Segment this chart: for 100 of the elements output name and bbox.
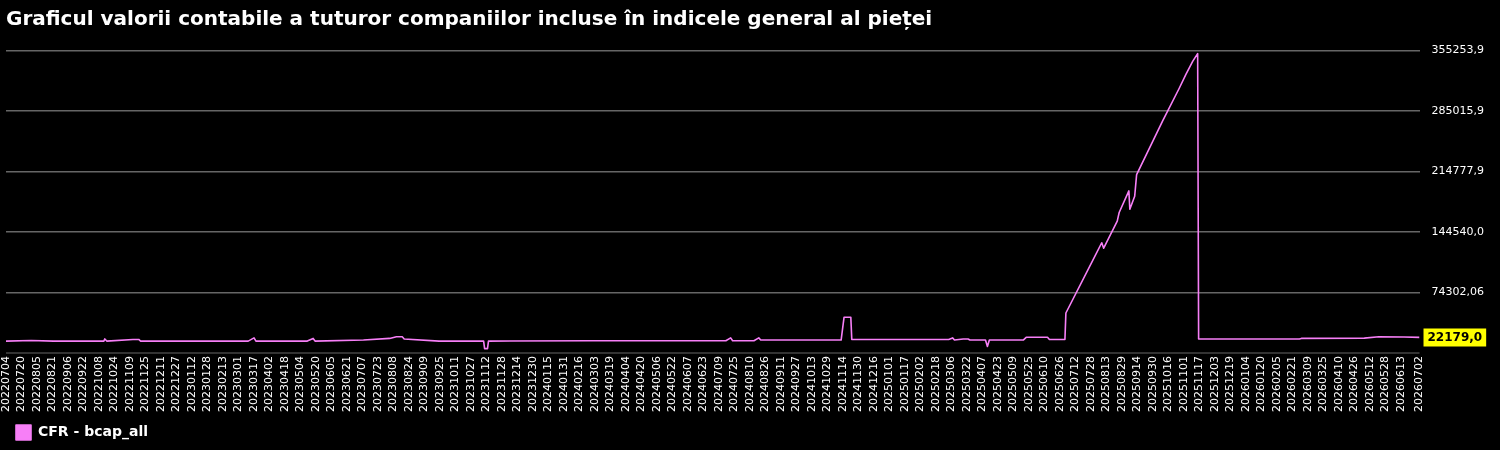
x-tick-label: 20230909 [417, 356, 431, 413]
x-tick-label: 20260426 [1347, 356, 1361, 413]
x-tick-label: 20260512 [1362, 356, 1376, 413]
x-tick-label: 20250930 [1145, 356, 1159, 413]
x-tick-label: 20250914 [1130, 356, 1144, 413]
x-tick-label: 20230301 [231, 356, 245, 413]
x-tick-label: 20250101 [882, 356, 896, 413]
x-tick-label: 20250610 [1037, 356, 1051, 413]
x-tick-label: 20240216 [572, 356, 586, 413]
x-tick-label: 20250306 [944, 356, 958, 413]
x-tick-label: 20260613 [1393, 356, 1407, 413]
x-tick-label: 20240506 [649, 356, 663, 413]
x-tick-label: 20260120 [1254, 356, 1268, 413]
x-tick-label: 20230418 [277, 356, 291, 413]
x-tick-label: 20241029 [820, 356, 834, 413]
x-tick-label: 20230112 [184, 356, 198, 413]
x-tick-label: 20250407 [975, 356, 989, 413]
x-tick-label: 20230128 [200, 356, 214, 413]
x-tick-label: 20230808 [386, 356, 400, 413]
x-tick-label: 20240420 [634, 356, 648, 413]
x-tick-label: 20220704 [0, 356, 12, 413]
x-tick-label: 20240131 [556, 356, 570, 413]
x-tick-label: 20250202 [913, 356, 927, 413]
x-tick-label: 20241216 [866, 356, 880, 413]
x-tick-label: 20220922 [76, 356, 90, 413]
x-tick-label: 20220821 [45, 356, 59, 413]
x-tick-label: 20230605 [324, 356, 338, 413]
x-tick-label: 20240623 [696, 356, 710, 413]
x-tick-label: 20260528 [1378, 356, 1392, 413]
x-tick-label: 20240404 [618, 356, 632, 413]
x-tick-label: 20240303 [587, 356, 601, 413]
x-tick-label: 20221008 [91, 356, 105, 413]
x-tick-label: 20260702 [1412, 356, 1426, 413]
chart-title: Graficul valorii contabile a tuturor companiilor incluse în indicele general al pieței [6, 6, 933, 31]
x-tick-label: 20240927 [789, 356, 803, 413]
x-tick-label: 20250728 [1083, 356, 1097, 413]
x-tick-label: 20260221 [1285, 356, 1299, 413]
x-tick-label: 20221125 [138, 356, 152, 413]
x-tick-label: 20231112 [479, 356, 493, 413]
x-tick-label: 20230213 [215, 356, 229, 413]
x-tick-label: 20251219 [1223, 356, 1237, 413]
x-tick-label: 20250829 [1114, 356, 1128, 413]
x-tick-label: 20231230 [525, 356, 539, 413]
y-tick-label: 144540,0 [1431, 224, 1485, 238]
x-tick-label: 20220805 [29, 356, 43, 413]
x-tick-label: 20241130 [851, 356, 865, 413]
x-tick-label: 20240319 [603, 356, 617, 413]
x-tick-label: 20241013 [804, 356, 818, 413]
x-tick-label: 20260104 [1238, 356, 1252, 413]
x-tick-label: 20230504 [293, 356, 307, 413]
x-tick-label: 20230824 [401, 356, 415, 413]
x-tick-label: 20251016 [1161, 356, 1175, 413]
x-tick-label: 20221227 [169, 356, 183, 413]
y-tick-label: 355253,9 [1431, 43, 1485, 57]
x-tick-label: 20240826 [758, 356, 772, 413]
x-tick-label: 20250626 [1052, 356, 1066, 413]
x-tick-label: 20251203 [1207, 356, 1221, 413]
x-tick-label: 20240810 [742, 356, 756, 413]
x-tick-label: 20231214 [510, 356, 524, 413]
x-tick-label: 20250423 [990, 356, 1004, 413]
x-tick-label: 20221024 [107, 356, 121, 413]
x-tick-label: 20221109 [122, 356, 136, 413]
x-tick-label: 20220720 [14, 356, 28, 413]
y-tick-label: 285015,9 [1431, 103, 1485, 117]
x-tick-label: 20230402 [262, 356, 276, 413]
y-tick-label: 214777,9 [1431, 164, 1485, 178]
x-tick-label: 20220906 [60, 356, 74, 413]
x-tick-label: 20230925 [432, 356, 446, 413]
x-tick-label: 20230707 [355, 356, 369, 413]
annotation: 22179,0 [1427, 329, 1483, 344]
x-tick-label: 20221211 [153, 356, 167, 413]
x-tick-label: 20230317 [246, 356, 260, 413]
x-tick-label: 20240522 [665, 356, 679, 413]
x-tick-label: 20250712 [1068, 356, 1082, 413]
x-tick-label: 20251117 [1192, 356, 1206, 413]
x-tick-label: 20250525 [1021, 356, 1035, 413]
x-tick-label: 20250218 [928, 356, 942, 413]
x-tick-label: 20250322 [959, 356, 973, 413]
x-tick-label: 20260325 [1316, 356, 1330, 413]
x-tick-label: 20230723 [370, 356, 384, 413]
x-tick-label: 20251101 [1176, 356, 1190, 413]
x-tick-label: 20240725 [727, 356, 741, 413]
x-tick-label: 20260205 [1269, 356, 1283, 413]
x-tick-label: 20231027 [463, 356, 477, 413]
x-tick-label: 20230621 [339, 356, 353, 413]
x-tick-label: 20250509 [1006, 356, 1020, 413]
legend-label: CFR - bcap_all [38, 423, 149, 441]
x-tick-label: 20240115 [541, 356, 555, 413]
x-tick-label: 20240911 [773, 356, 787, 413]
x-tick-label: 20231011 [448, 356, 462, 413]
x-tick-label: 20231128 [494, 356, 508, 413]
x-tick-label: 20240607 [680, 356, 694, 413]
x-tick-label: 20241114 [835, 356, 849, 413]
x-tick-label: 20260309 [1300, 356, 1314, 413]
x-tick-label: 20250813 [1099, 356, 1113, 413]
x-tick-label: 20230520 [308, 356, 322, 413]
y-tick-label: 74302,06 [1431, 285, 1485, 299]
x-tick-label: 20260410 [1331, 356, 1345, 413]
x-tick-label: 20240709 [711, 356, 725, 413]
x-tick-label: 20250117 [897, 356, 911, 413]
